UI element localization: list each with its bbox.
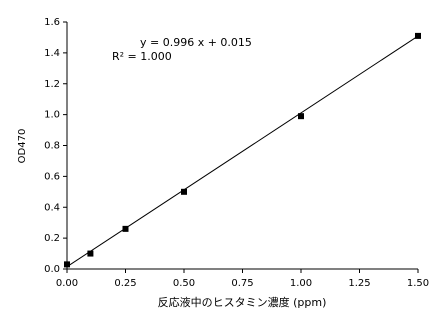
point xyxy=(298,113,304,120)
x-tick-label: 0.25 xyxy=(114,278,136,289)
point xyxy=(415,32,421,39)
x-tick-label: 0.50 xyxy=(173,278,195,289)
x-tick-label: 1.00 xyxy=(290,278,312,289)
point xyxy=(122,225,129,232)
x-tick-label: 0.75 xyxy=(231,278,253,289)
x-tick-label: 1.25 xyxy=(348,278,370,289)
y-tick-label: 0.0 xyxy=(44,264,60,275)
x-tick-label: 1.50 xyxy=(407,278,429,289)
y-tick-label: 0.6 xyxy=(44,171,60,182)
y-tick-label: 1.0 xyxy=(44,110,60,121)
x-axis-label: 反応液中のヒスタミン濃度 (ppm) xyxy=(158,295,327,309)
y-tick-label: 1.4 xyxy=(44,48,60,59)
point xyxy=(181,188,187,195)
r-squared: R² = 1.000 xyxy=(112,50,172,63)
point xyxy=(64,261,70,268)
y-tick-label: 1.6 xyxy=(44,17,60,28)
equation: y = 0.996 x + 0.015 xyxy=(140,36,252,49)
y-tick-label: 1.2 xyxy=(44,79,60,90)
y-tick-label: 0.4 xyxy=(44,202,60,213)
y-tick-label: 0.2 xyxy=(44,233,60,244)
point xyxy=(87,250,94,257)
x-tick-label: 0.00 xyxy=(56,278,78,289)
y-axis-label: OD470 xyxy=(17,129,28,164)
y-tick-label: 0.8 xyxy=(44,141,60,152)
